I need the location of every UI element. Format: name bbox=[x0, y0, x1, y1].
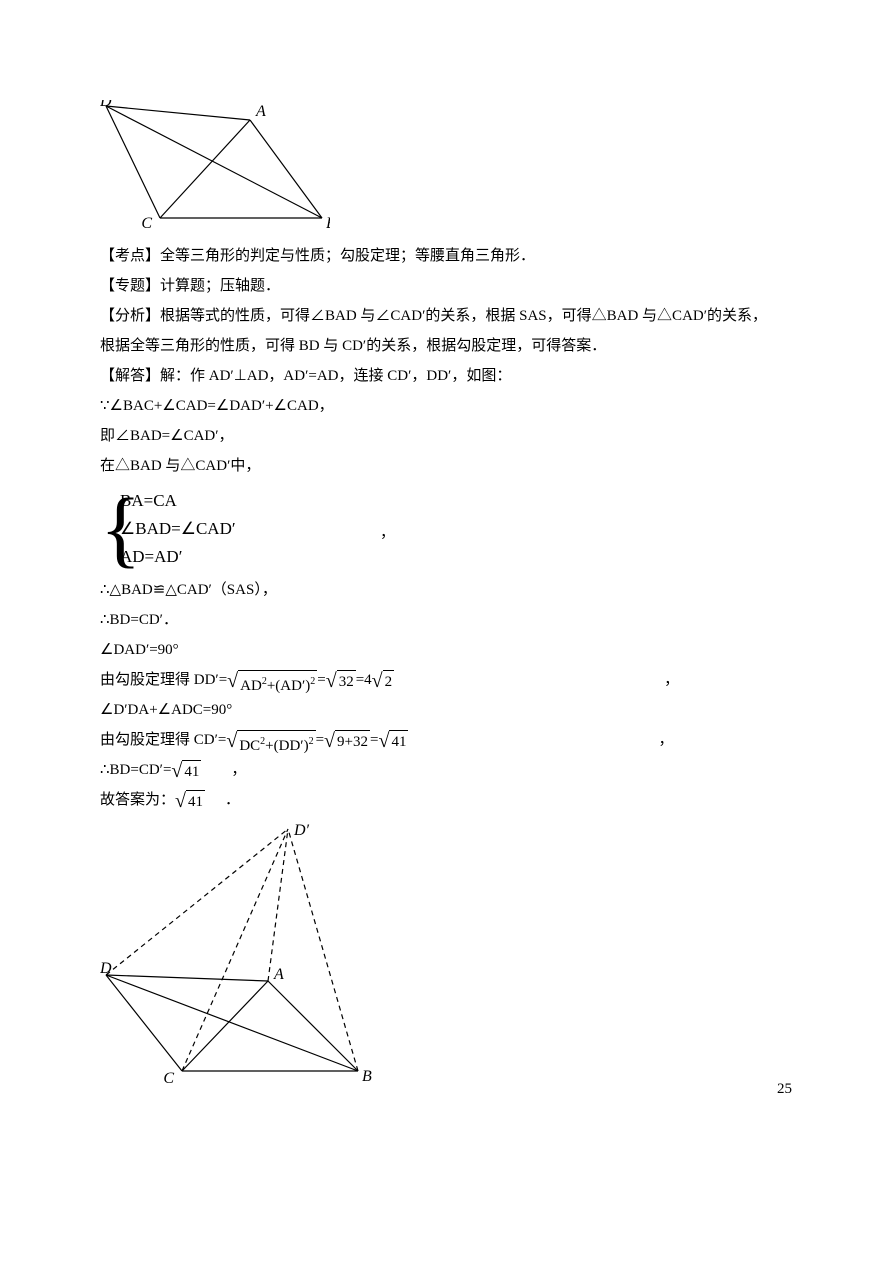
eq-2: ∠BAD=∠CAD′ bbox=[120, 515, 236, 543]
fig2-label-C: C bbox=[163, 1070, 174, 1083]
step-angle-sum: ∠D′DA+∠ADC=90° bbox=[100, 695, 792, 725]
fig2-label-B: B bbox=[362, 1068, 372, 1083]
fig2-label-D: D bbox=[100, 960, 112, 977]
fig2-label-Dp: D′ bbox=[293, 823, 310, 839]
step-pythag-2: 由勾股定理得 CD′=√DC2+(DD′)2=√9+32=√41， bbox=[100, 725, 792, 755]
step-answer: 故答案为：√41 ． bbox=[100, 785, 792, 815]
trailing-comma-2: ， bbox=[658, 725, 673, 755]
fig2-label-A: A bbox=[273, 966, 284, 983]
pythag2-prefix: 由勾股定理得 CD′= bbox=[100, 732, 226, 748]
step-therefore-bd: ∴BD=CD′=√41 ， bbox=[100, 755, 792, 785]
step-pythag-1: 由勾股定理得 DD′=√AD2+(AD′)2=√32=4√2 ， bbox=[100, 665, 792, 695]
eq-sign-3: = bbox=[370, 732, 378, 748]
eq-3: AD=AD′ bbox=[120, 543, 236, 571]
step-2: 即∠BAD=∠CAD′， bbox=[100, 421, 792, 451]
sqrt-9-32: √9+32 bbox=[324, 729, 370, 753]
sqrt-dc2-ddp2: √DC2+(DD′)2 bbox=[226, 729, 315, 753]
analysis-line-2: 根据全等三角形的性质，可得 BD 与 CD′的关系，根据勾股定理，可得答案． bbox=[100, 331, 792, 361]
system-of-equations: { BA=CA ∠BAD=∠CAD′ AD=AD′ ， bbox=[100, 485, 792, 571]
analysis-line-1: 【分析】根据等式的性质，可得∠BAD 与∠CAD′的关系，根据 SAS，可得△B… bbox=[100, 301, 792, 331]
sqrt-32: √32 bbox=[326, 669, 356, 693]
eq-1: BA=CA bbox=[120, 487, 236, 515]
sqrt-41-b: √41 bbox=[171, 759, 201, 783]
answer-period: ． bbox=[225, 785, 240, 815]
pythag1-prefix: 由勾股定理得 DD′= bbox=[100, 672, 227, 688]
page-number: 25 bbox=[777, 1081, 792, 1098]
trailing-comma-1: ， bbox=[664, 665, 679, 695]
fig1-label-C: C bbox=[141, 215, 152, 228]
eq-sign-2: = bbox=[316, 732, 324, 748]
step-bd-cd: ∴BD=CD′． bbox=[100, 605, 792, 635]
special-line: 【专题】计算题；压轴题． bbox=[100, 271, 792, 301]
sqrt-ad2-adp2: √AD2+(AD′)2 bbox=[227, 669, 317, 693]
step-1: ∵∠BAC+∠CAD=∠DAD′+∠CAD， bbox=[100, 391, 792, 421]
figure-1-quadrilateral: D A C B bbox=[100, 100, 330, 228]
fig1-label-A: A bbox=[255, 103, 266, 120]
answer-prefix: 故答案为： bbox=[100, 792, 175, 808]
solution-intro: 【解答】解：作 AD′⊥AD，AD′=AD，连接 CD′，DD′，如图： bbox=[100, 361, 792, 391]
fig1-label-B: B bbox=[326, 215, 330, 228]
step-angle-90: ∠DAD′=90° bbox=[100, 635, 792, 665]
fig1-label-D: D bbox=[100, 100, 112, 110]
step-3: 在△BAD 与△CAD′中， bbox=[100, 451, 792, 481]
trailing-comma-3: ， bbox=[231, 755, 246, 785]
step-congruent: ∴△BAD≌△CAD′（SAS）， bbox=[100, 575, 792, 605]
sqrt-41-c: √41 bbox=[175, 789, 205, 813]
eq-sign-1: = bbox=[317, 672, 325, 688]
brace-trailing-comma: ， bbox=[380, 521, 395, 542]
sqrt-41-a: √41 bbox=[378, 729, 408, 753]
page-container: D A C B 【考点】全等三角形的判定与性质；勾股定理；等腰直角三角形． 【专… bbox=[0, 0, 892, 1128]
sqrt-2: √2 bbox=[372, 669, 394, 693]
therefore-prefix: ∴BD=CD′= bbox=[100, 762, 171, 778]
topic-line: 【考点】全等三角形的判定与性质；勾股定理；等腰直角三角形． bbox=[100, 241, 792, 271]
eq-4: =4 bbox=[356, 672, 372, 688]
figure-2-construction: D′ D A C B bbox=[100, 823, 380, 1083]
